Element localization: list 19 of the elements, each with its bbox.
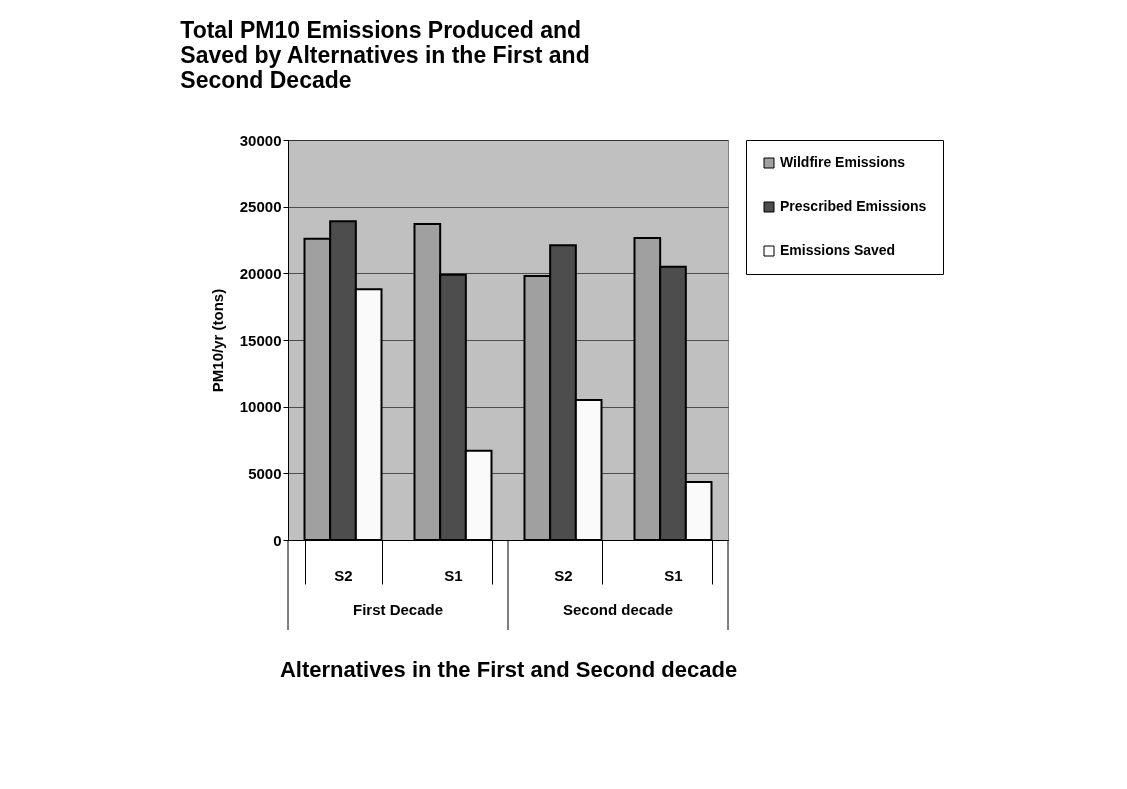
- legend-label: Wildfire Emissions: [780, 154, 906, 170]
- text: First Decade: [352, 601, 444, 618]
- y-tick-label: 20000: [239, 264, 282, 282]
- x-tick-label: S1: [664, 566, 683, 584]
- legend-label: Prescribed Emissions: [780, 198, 927, 214]
- chart-title: Total PM10 Emissions Produced and Saved by Alternatives in the First and Second Decade: [180, 17, 590, 93]
- y-axis-title: PM10/yr (tons): [208, 288, 226, 393]
- y-tick-label: 25000: [239, 198, 282, 216]
- x-tick-label: S1: [444, 566, 463, 584]
- y-tick-label: 10000: [239, 398, 282, 416]
- text: Second decade: [562, 601, 674, 618]
- legend-label: Emissions Saved: [780, 242, 896, 258]
- y-tick-label: 0: [273, 531, 282, 549]
- x-tick-label: S2: [554, 566, 573, 584]
- x-tick-label: S2: [334, 566, 353, 584]
- y-tick-label: 15000: [239, 331, 282, 349]
- y-tick-label: 5000: [248, 464, 282, 482]
- y-tick-label: 30000: [239, 131, 282, 149]
- x-axis-title: Alternatives in the First and Second decade: [279, 657, 738, 682]
